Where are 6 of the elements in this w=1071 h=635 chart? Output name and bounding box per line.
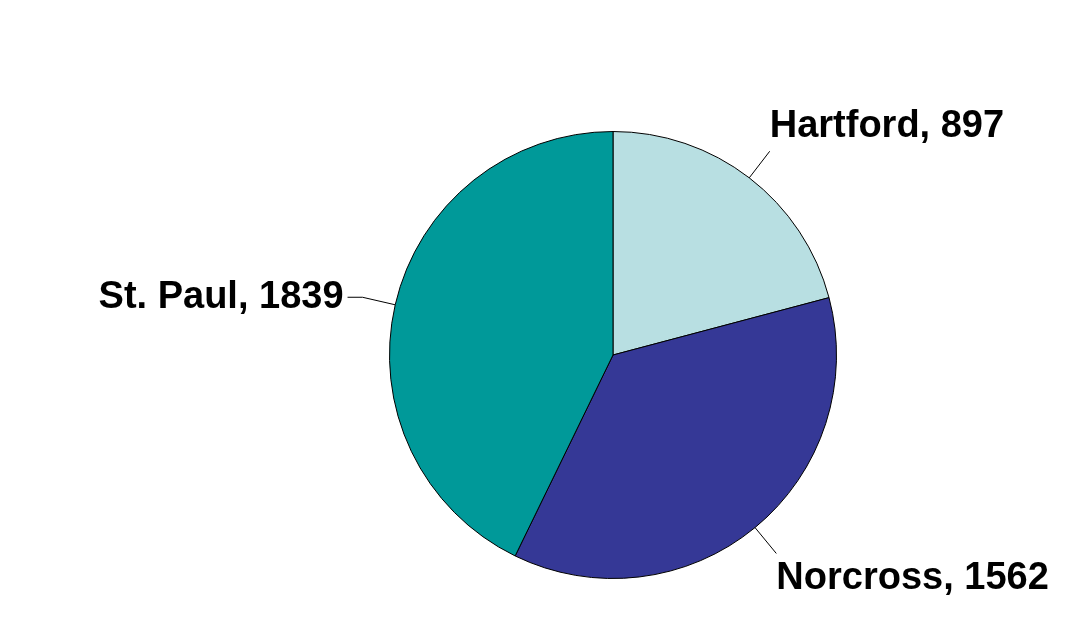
- slice-label: St. Paul: [98, 273, 238, 316]
- data-label: , 897: [919, 102, 1005, 145]
- data-label: , 1839: [237, 273, 344, 316]
- slice-label: Norcross: [776, 554, 944, 597]
- slice-label: Hartford: [769, 102, 920, 145]
- data-label: , 1562: [943, 554, 1049, 597]
